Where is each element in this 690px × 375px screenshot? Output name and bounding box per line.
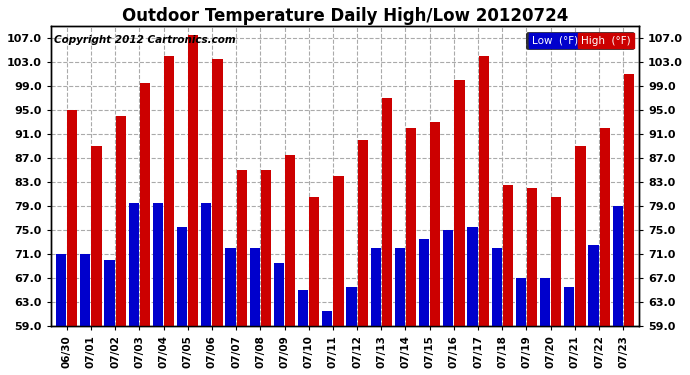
Bar [285,155,295,326]
Bar [479,57,489,326]
Bar [298,290,308,326]
Bar [551,197,562,326]
Bar [589,245,599,326]
Bar [213,60,223,326]
Bar [164,57,174,326]
Bar [430,122,440,326]
Bar [237,170,247,326]
Bar [371,248,381,326]
Text: Copyright 2012 Cartronics.com: Copyright 2012 Cartronics.com [54,36,235,45]
Bar [395,248,405,326]
Bar [104,260,115,326]
Bar [406,128,416,326]
Bar [309,197,319,326]
Bar [503,185,513,326]
Bar [382,98,392,326]
Bar [226,248,235,326]
Bar [346,287,357,326]
Bar [333,176,344,326]
Bar [419,239,429,326]
Bar [201,203,211,326]
Bar [67,110,77,326]
Bar [564,287,574,326]
Bar [613,206,623,326]
Bar [600,128,610,326]
Bar [527,188,537,326]
Bar [128,203,139,326]
Bar [80,254,90,326]
Bar [575,146,586,326]
Bar [250,248,260,326]
Bar [467,227,477,326]
Bar [274,263,284,326]
Bar [516,278,526,326]
Bar [322,311,333,326]
Bar [116,116,126,326]
Bar [455,80,464,326]
Bar [443,230,453,326]
Bar [188,36,198,326]
Bar [492,248,502,326]
Bar [357,140,368,326]
Bar [140,83,150,326]
Bar [261,170,271,326]
Bar [56,254,66,326]
Bar [177,227,187,326]
Bar [624,74,634,326]
Bar [153,203,163,326]
Legend: Low  (°F), High  (°F): Low (°F), High (°F) [526,32,634,49]
Title: Outdoor Temperature Daily High/Low 20120724: Outdoor Temperature Daily High/Low 20120… [122,7,568,25]
Bar [540,278,550,326]
Bar [91,146,101,326]
